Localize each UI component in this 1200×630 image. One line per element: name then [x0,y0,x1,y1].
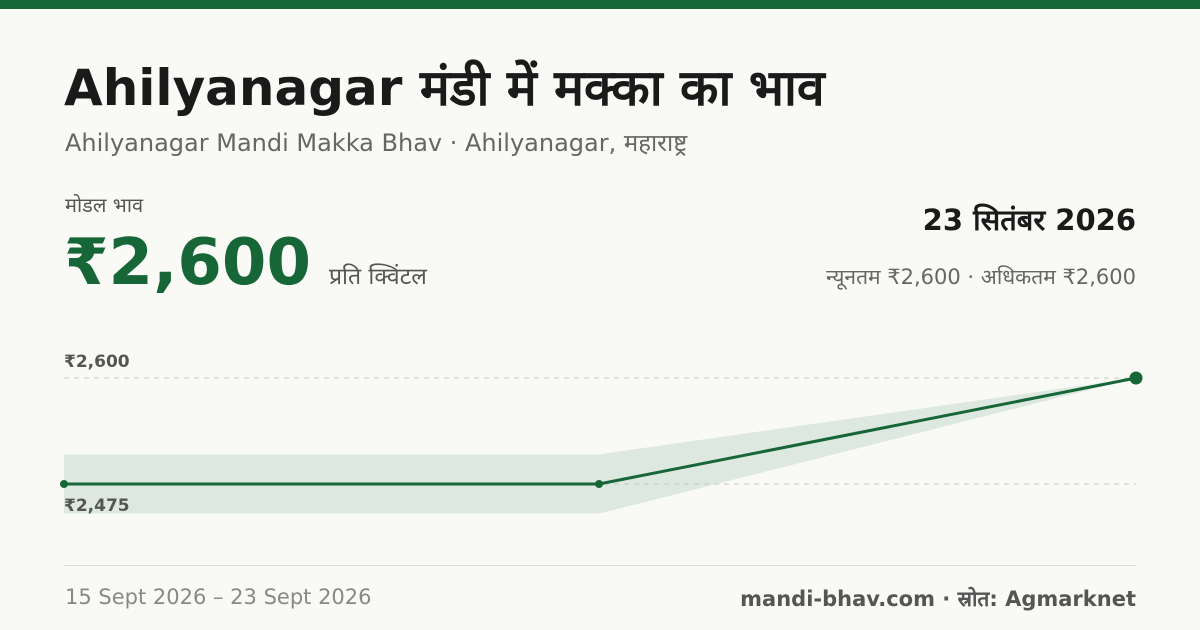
data-point [60,480,68,488]
chart-date-range: 15 Sept 2026 – 23 Sept 2026 [65,585,372,609]
reference-line-label: ₹2,475 [64,496,130,516]
modal-price-label: मोडल भाव [65,193,144,217]
modal-price-unit: प्रति क्विंटल [328,264,427,290]
page-title: Ahilyanagar मंडी में मक्का का भाव [64,59,825,117]
modal-price: ₹2,600 प्रति क्विंटल [64,226,427,300]
source-credit: mandi-bhav.com · स्रोत: Agmarknet [740,587,1136,611]
top-accent-bar [0,0,1200,9]
latest-date: 23 सितंबर 2026 [922,203,1136,237]
latest-data-point [1129,371,1143,385]
reference-line-label: ₹2,600 [64,352,130,372]
modal-price-value: ₹2,600 [64,226,311,300]
footer-divider [64,565,1136,566]
min-max-band [64,378,1136,514]
min-max-range: न्यूनतम ₹2,600 · अधिकतम ₹2,600 [826,265,1136,289]
data-point [595,480,603,488]
page-subtitle: Ahilyanagar Mandi Makka Bhav · Ahilyanag… [65,129,688,157]
